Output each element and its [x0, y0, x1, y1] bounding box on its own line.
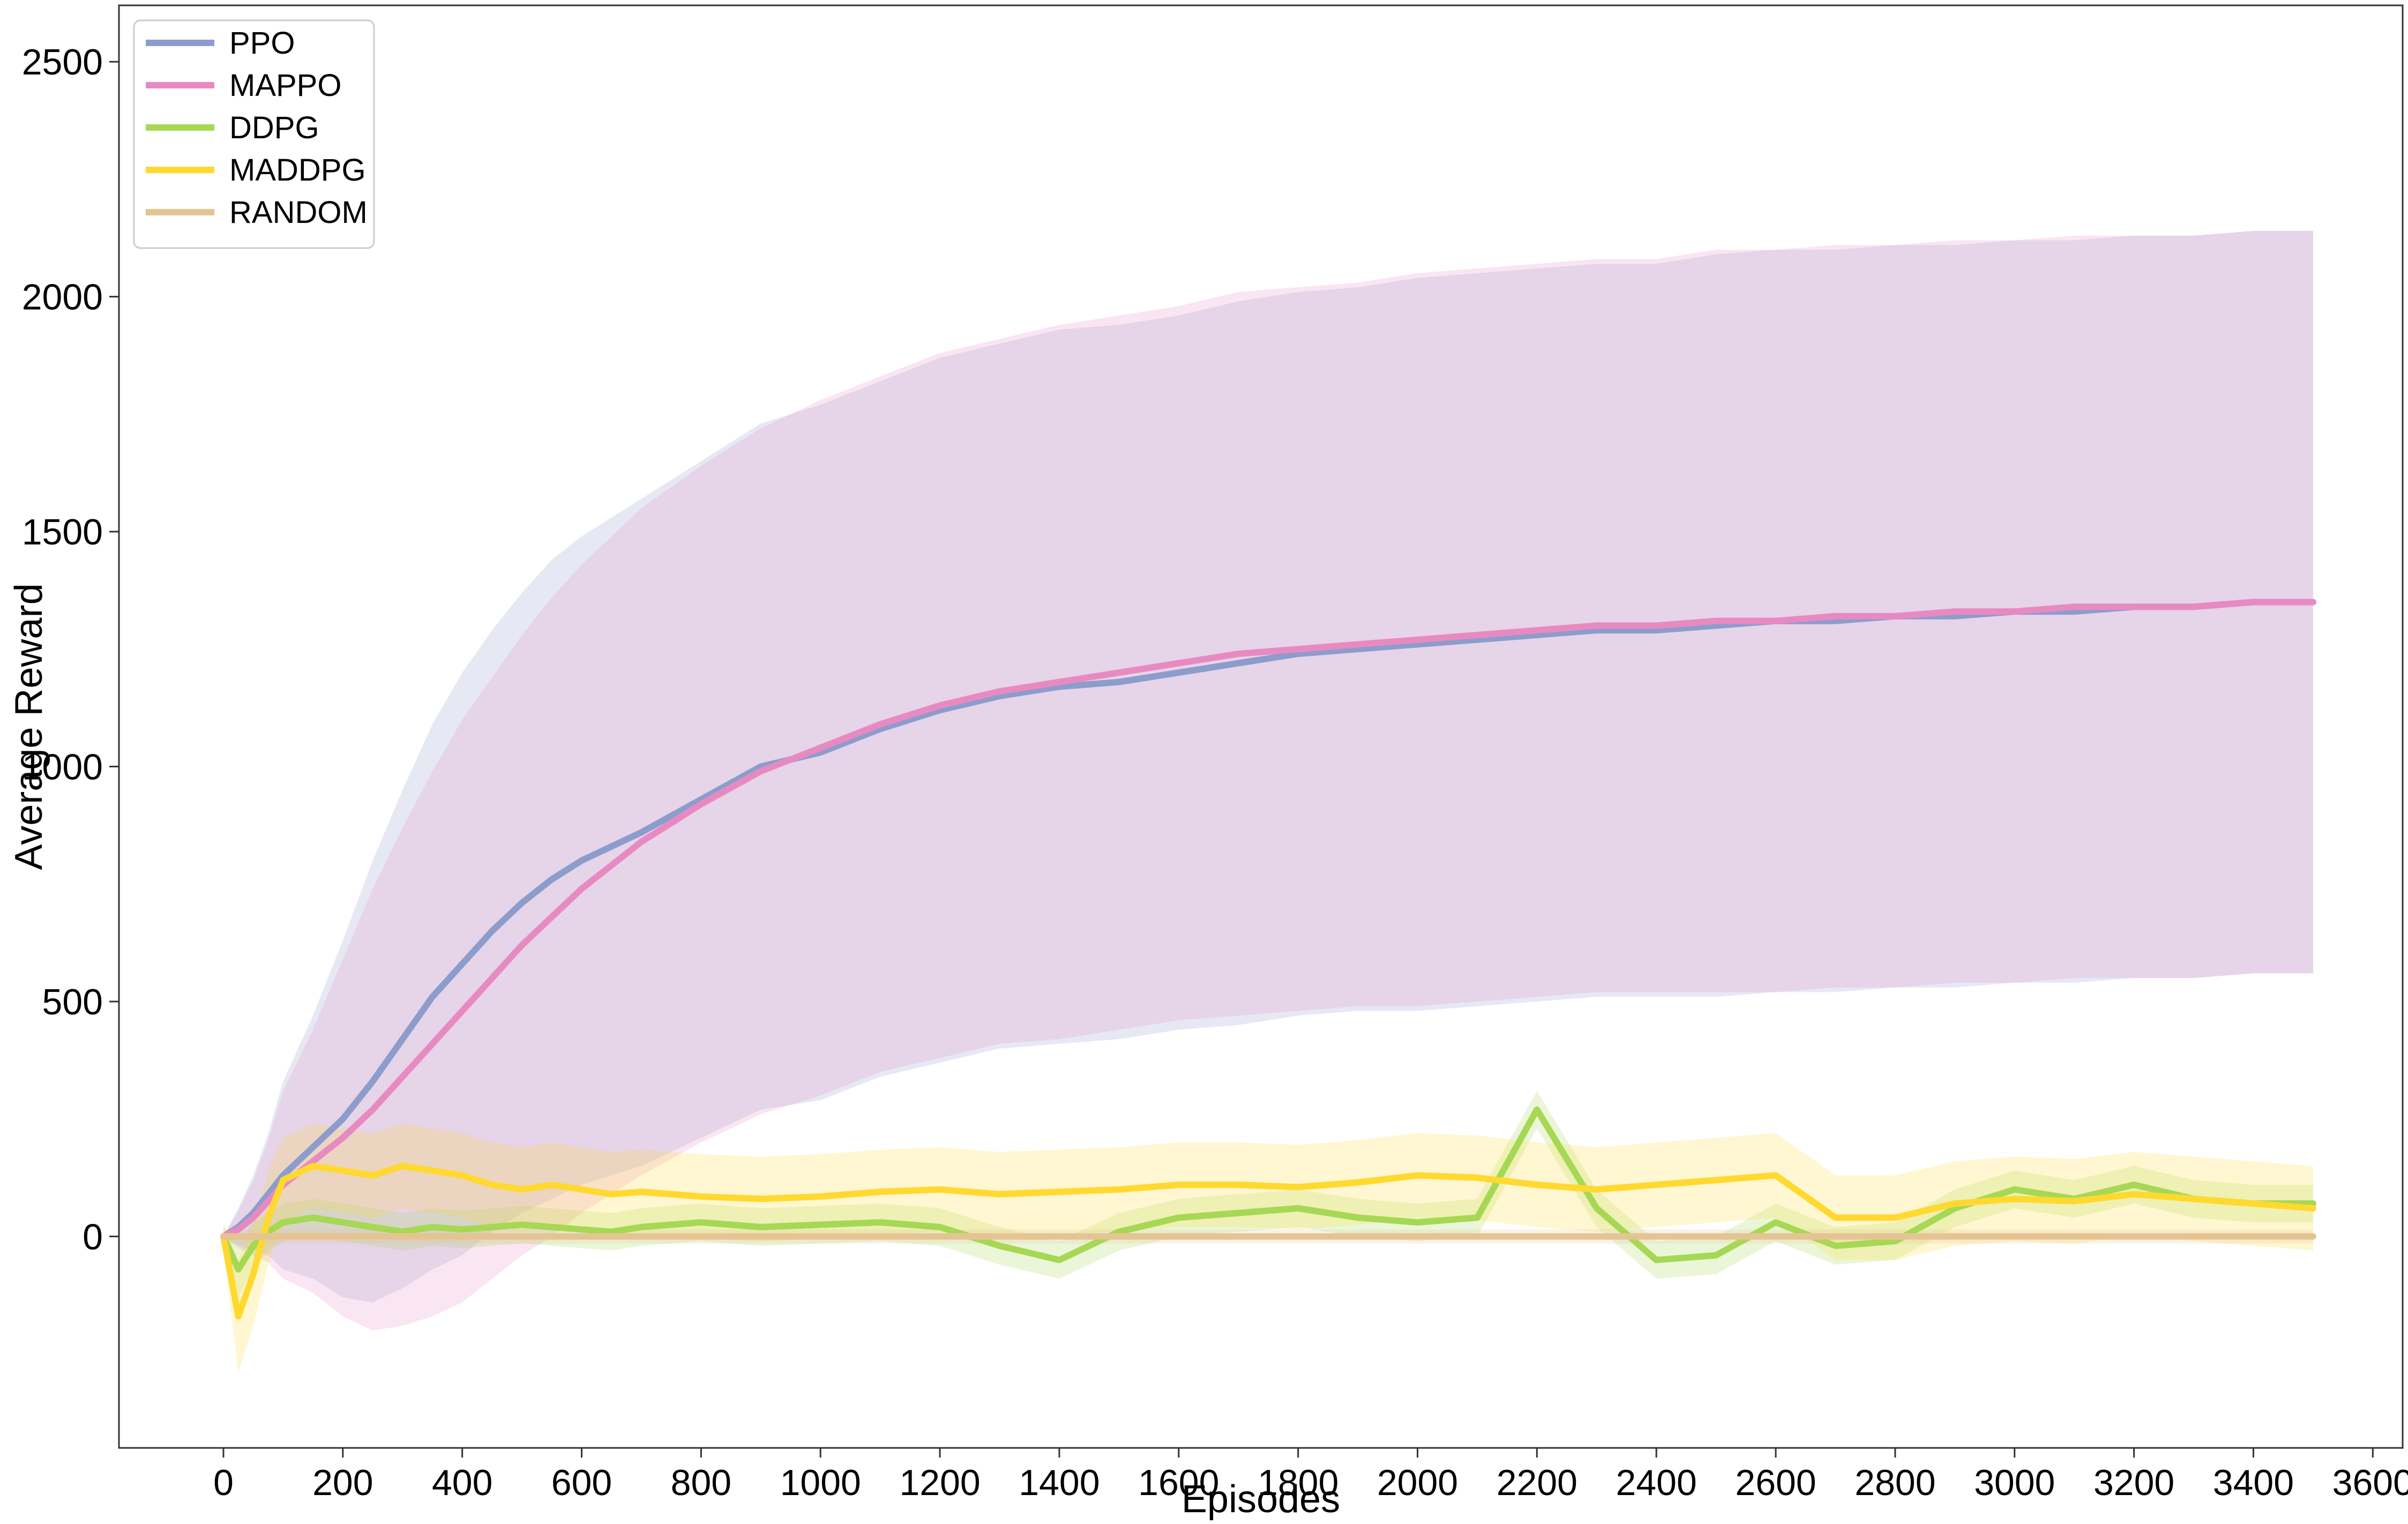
y-tick-label: 1000 [22, 747, 103, 788]
series-band-mappo [223, 230, 2313, 1331]
y-tick-label: 2500 [22, 42, 103, 83]
series-bands [223, 230, 2313, 1373]
legend-box [133, 19, 375, 249]
series-line-ddpg [220, 1106, 2316, 1273]
x-tick-label: 0 [213, 1462, 234, 1503]
series-band-ddpg [223, 1090, 2313, 1298]
series-lines [220, 599, 2316, 1320]
legend: PPO MAPPO DDPG MADDPG RANDOM [133, 19, 375, 249]
x-tick-label: 400 [432, 1462, 492, 1503]
y-tick-label: 500 [42, 982, 103, 1022]
x-tick-label: 2000 [1377, 1462, 1458, 1503]
x-tick-label: 1400 [1019, 1462, 1100, 1503]
y-tick-label: 2000 [22, 277, 103, 318]
legend-label: MAPPO [229, 68, 342, 103]
x-axis-label: Episodes [1181, 1478, 1340, 1521]
series-line-mappo [220, 599, 2316, 1240]
x-tick-label: 3600 [2332, 1462, 2408, 1503]
legend-label: RANDOM [229, 195, 368, 230]
y-axis-ticks: 0 500 1000 1500 2000 2500 [22, 42, 119, 1257]
series-line-maddpg [220, 1162, 2316, 1320]
x-tick-label: 2600 [1735, 1462, 1816, 1503]
x-tick-label: 3400 [2213, 1462, 2294, 1503]
x-tick-label: 2800 [1854, 1462, 1935, 1503]
x-tick-label: 600 [551, 1462, 612, 1503]
x-tick-label: 800 [671, 1462, 731, 1503]
legend-label: MADDPG [229, 153, 366, 188]
plot-area [118, 4, 2404, 1449]
x-tick-label: 3000 [1974, 1462, 2055, 1503]
y-tick-label: 1500 [22, 512, 103, 552]
legend-label: DDPG [229, 110, 319, 145]
series-band-ppo [223, 230, 2313, 1303]
x-tick-label: 2200 [1497, 1462, 1577, 1503]
x-tick-label: 1600 [1138, 1462, 1219, 1503]
x-tick-label: 2400 [1616, 1462, 1697, 1503]
legend-label: PPO [229, 26, 295, 61]
y-tick-label: 0 [83, 1216, 103, 1257]
x-tick-label: 1000 [780, 1462, 861, 1503]
x-tick-label: 1200 [899, 1462, 980, 1503]
x-axis-ticks: 0 200 400 600 800 1000 1200 1400 1600 1800 2000 220… [213, 1448, 2408, 1503]
y-axis-label: Average Reward [8, 584, 50, 870]
x-tick-label: 200 [312, 1462, 373, 1503]
x-tick-label: 1800 [1258, 1462, 1338, 1503]
x-tick-label: 3200 [2093, 1462, 2174, 1503]
